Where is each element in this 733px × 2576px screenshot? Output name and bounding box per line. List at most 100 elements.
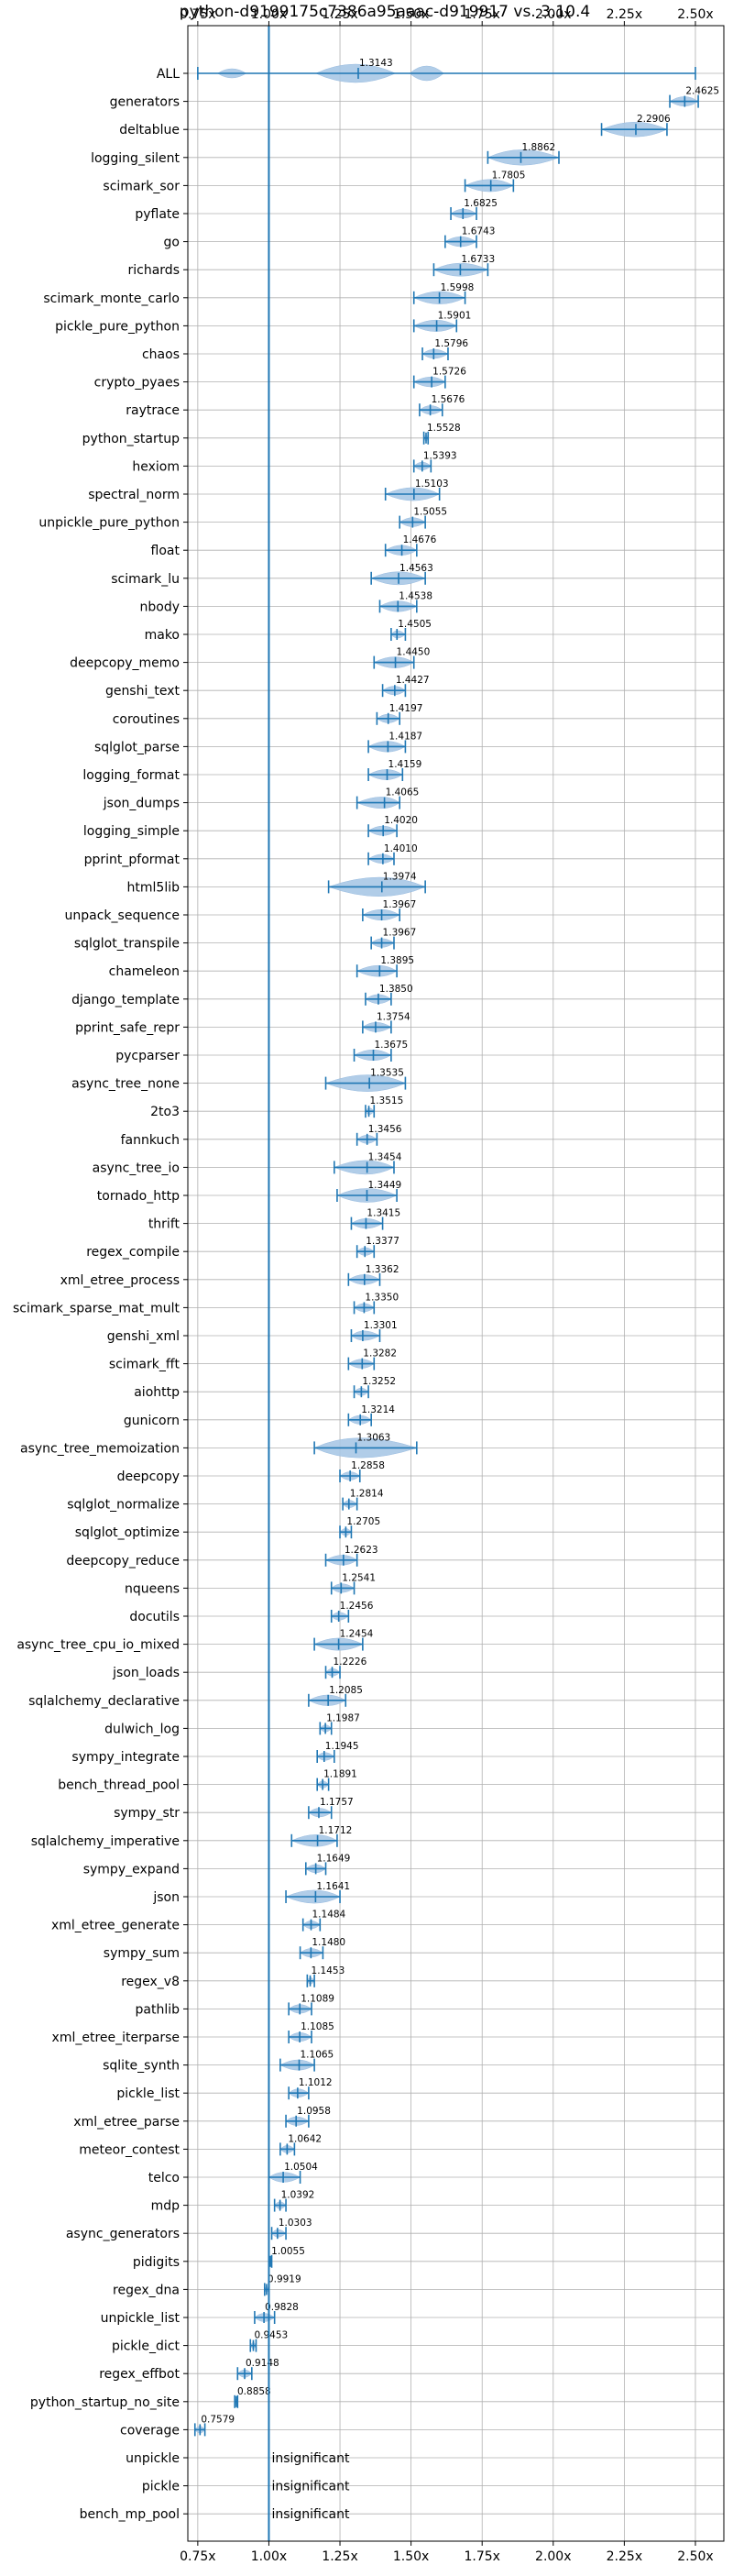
data-label: 1.3675 [375, 1040, 409, 1051]
benchmark-violin: 1.3449 [336, 1180, 401, 1203]
benchmark-violin: 0.9148 [236, 2358, 279, 2381]
benchmark-violin: 1.0392 [273, 2190, 315, 2212]
benchmark-label: deepcopy_memo [70, 656, 180, 671]
benchmark-label: async_tree_none [71, 1077, 180, 1092]
benchmark-label: nbody [140, 600, 181, 614]
data-label: 1.3362 [366, 1264, 399, 1275]
data-label: 1.3895 [380, 955, 414, 966]
data-label: 1.4538 [399, 590, 432, 601]
benchmark-label: float [151, 544, 181, 558]
benchmark-label: xml_etree_parse [73, 2115, 180, 2130]
benchmark-label: go [164, 236, 180, 250]
data-label: 1.1641 [316, 1881, 350, 1892]
data-label: 1.1649 [317, 1853, 351, 1864]
benchmark-violin: 1.4159 [367, 759, 422, 781]
benchmark-violin: 1.3362 [347, 1264, 399, 1286]
benchmark-violin: 1.5796 [421, 338, 468, 360]
benchmark-label: scimark_fft [109, 1358, 181, 1372]
benchmark-violin: 1.1484 [301, 1910, 346, 1932]
data-label: 1.3967 [383, 928, 417, 939]
data-label: 1.4676 [403, 534, 437, 545]
x-tick-label: 0.75x [180, 7, 215, 22]
benchmark-label: sqlalchemy_declarative [28, 1694, 180, 1709]
data-label: 1.5393 [423, 450, 457, 461]
x-tick-label: 2.00x [535, 2549, 571, 2564]
benchmark-violin: 1.4010 [367, 843, 418, 865]
benchmark-label: json_dumps [103, 797, 180, 811]
benchmark-label: pidigits [133, 2255, 180, 2270]
benchmark-label: spectral_norm [88, 488, 180, 502]
benchmark-label: xml_etree_generate [51, 1919, 180, 1933]
benchmark-rows: ALL 1.3143 generators 2.4625 deltablue 2.2906… [13, 58, 719, 2522]
benchmark-violin: 0.8858 [234, 2386, 271, 2408]
benchmark-label: pprint_safe_repr [75, 1020, 180, 1035]
benchmark-violin: 1.3143 [197, 58, 696, 83]
data-label: 1.1712 [319, 1825, 353, 1836]
benchmark-label: html5lib [127, 880, 181, 895]
benchmark-violin: 1.4187 [367, 731, 422, 754]
benchmark-violin: 1.1712 [290, 1825, 353, 1847]
data-label: 1.0392 [281, 2190, 315, 2201]
benchmark-violin: 1.3350 [353, 1292, 399, 1315]
data-label: 1.1891 [323, 1769, 357, 1780]
benchmark-violin: 1.5726 [412, 367, 466, 389]
insignificant-label: insignificant [271, 2507, 350, 2522]
x-tick-label: 1.75x [464, 2549, 499, 2564]
data-label: 1.1987 [326, 1712, 360, 1723]
benchmark-label: sympy_expand [83, 1862, 180, 1877]
x-tick-label: 1.25x [322, 2549, 357, 2564]
data-label: 1.1065 [301, 2050, 334, 2061]
benchmark-label: python_startup [82, 432, 180, 446]
benchmark-label: regex_effbot [99, 2367, 180, 2382]
benchmark-label: unpickle_list [101, 2311, 181, 2326]
benchmark-violin: 1.3252 [353, 1376, 396, 1399]
data-label: 1.3252 [362, 1376, 396, 1387]
benchmark-violin: 1.1453 [306, 1965, 345, 1987]
benchmark-label: pickle_list [116, 2086, 180, 2101]
data-label: 1.2705 [346, 1516, 380, 1527]
data-label: 0.9453 [254, 2330, 288, 2341]
benchmark-label: generators [110, 95, 180, 110]
data-label: 1.3850 [379, 984, 413, 995]
data-label: 1.2814 [350, 1489, 384, 1500]
x-tick-label: 2.50x [677, 7, 713, 22]
benchmark-violin: 1.6733 [432, 254, 495, 277]
benchmark-label: sqlglot_normalize [67, 1498, 180, 1513]
benchmark-violin: 1.3282 [347, 1349, 397, 1371]
benchmark-label: scimark_lu [111, 572, 180, 587]
benchmark-violin: 1.1987 [319, 1712, 360, 1735]
benchmark-label: scimark_monte_carlo [43, 292, 180, 306]
x-axis-bottom: 0.75x 1.00x 1.25x 1.50x 1.75x 2.00x 2.25x 2.50x [180, 2541, 714, 2564]
benchmark-label: sqlalchemy_imperative [31, 1834, 180, 1849]
data-label: 0.9148 [246, 2358, 279, 2369]
benchmark-label: fannkuch [121, 1133, 180, 1148]
benchmark-violin: 1.6825 [450, 198, 498, 220]
benchmark-violin: 1.3456 [356, 1124, 402, 1146]
benchmark-label: mako [145, 628, 180, 643]
data-label: 1.2456 [340, 1601, 374, 1612]
benchmark-label: docutils [129, 1610, 180, 1624]
benchmark-violin: 1.2226 [324, 1657, 367, 1679]
benchmark-label: 2to3 [150, 1105, 180, 1119]
insignificant-label: insignificant [271, 2451, 350, 2466]
benchmark-label: meteor_contest [79, 2142, 180, 2157]
benchmark-label: unpickle_pure_python [38, 516, 180, 531]
benchmark-label: sympy_str [114, 1806, 180, 1821]
benchmark-violin: 1.2858 [339, 1460, 385, 1482]
benchmark-violin: 1.2456 [330, 1601, 374, 1623]
data-label: 1.5901 [438, 310, 472, 321]
benchmark-label: regex_v8 [121, 1975, 180, 1989]
benchmark-violin: 1.2705 [339, 1516, 380, 1539]
data-label: 1.3754 [377, 1011, 410, 1022]
benchmark-label: aiohttp [134, 1385, 180, 1400]
benchmark-violin: 1.1891 [316, 1769, 357, 1791]
benchmark-violin: 1.8862 [487, 142, 560, 166]
benchmark-label: pathlib [136, 2002, 181, 2017]
benchmark-violin: 1.3515 [365, 1095, 403, 1118]
benchmark-violin: 2.2906 [600, 114, 671, 138]
data-label: 1.4159 [388, 759, 422, 770]
data-label: 1.2623 [345, 1545, 378, 1556]
data-label: 1.0303 [279, 2218, 312, 2229]
benchmark-label: deltablue [119, 123, 180, 138]
benchmark-violin: 1.3967 [370, 928, 417, 950]
